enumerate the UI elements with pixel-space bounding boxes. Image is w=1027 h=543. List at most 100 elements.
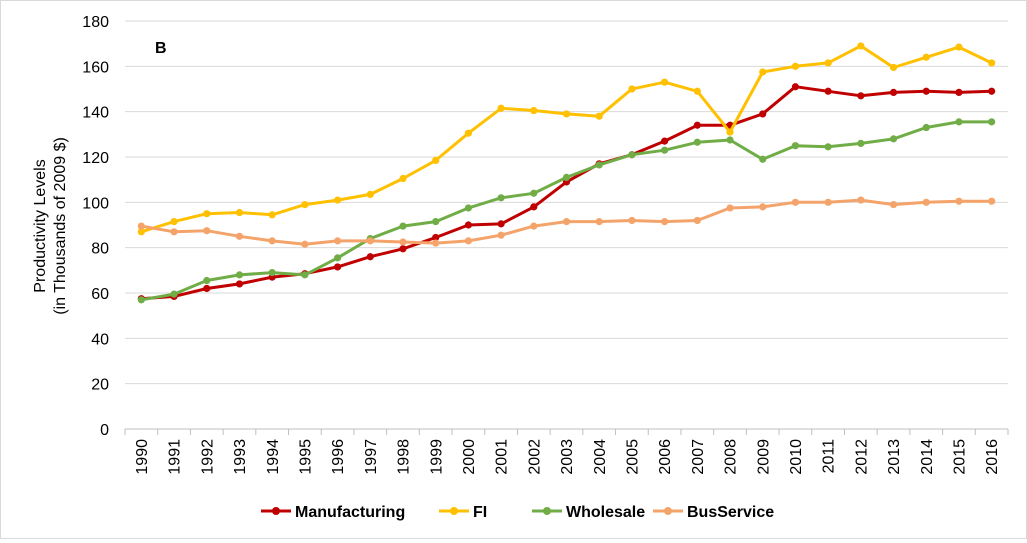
x-tick-label: 2008 bbox=[723, 439, 740, 475]
data-point bbox=[791, 62, 800, 70]
series-manufacturing bbox=[137, 83, 996, 303]
data-point bbox=[203, 210, 211, 218]
panel-label: B bbox=[155, 40, 167, 57]
data-point bbox=[759, 155, 767, 163]
data-point bbox=[595, 218, 603, 226]
data-point bbox=[333, 254, 342, 262]
data-point bbox=[235, 208, 244, 217]
data-point bbox=[661, 218, 669, 226]
data-point bbox=[464, 221, 472, 229]
gridlines bbox=[125, 20, 1008, 385]
data-point bbox=[432, 233, 440, 242]
data-point bbox=[628, 216, 636, 225]
data-point bbox=[366, 237, 374, 245]
legend-item-manufacturing: Manufacturing bbox=[261, 504, 405, 521]
data-point bbox=[432, 218, 440, 226]
legend-label: Wholesale bbox=[566, 504, 645, 521]
data-point bbox=[955, 118, 963, 126]
data-point bbox=[268, 237, 276, 245]
x-tick-label: 1994 bbox=[265, 439, 282, 475]
data-point bbox=[857, 196, 865, 204]
data-point bbox=[530, 222, 538, 230]
data-point bbox=[399, 222, 407, 230]
y-tick-label: 160 bbox=[82, 59, 109, 76]
x-tick-label: 1997 bbox=[363, 439, 380, 475]
data-point bbox=[726, 204, 734, 212]
series-fi bbox=[137, 42, 996, 236]
x-tick-label: 2016 bbox=[984, 439, 1001, 475]
x-tick-label: 2014 bbox=[919, 439, 936, 475]
legend-item-busservice: BusService bbox=[653, 504, 774, 521]
data-point bbox=[889, 201, 898, 209]
axes bbox=[124, 428, 1009, 435]
data-point bbox=[497, 220, 505, 228]
x-tick-label: 1993 bbox=[232, 439, 249, 475]
data-point bbox=[464, 129, 472, 137]
data-point bbox=[922, 123, 930, 132]
data-point bbox=[562, 110, 571, 118]
data-point bbox=[366, 253, 374, 261]
x-tick-label: 1992 bbox=[199, 439, 216, 475]
x-tick-label: 1990 bbox=[134, 439, 151, 475]
series-wholesale bbox=[137, 118, 996, 304]
data-point bbox=[955, 43, 963, 51]
x-tick-label: 2000 bbox=[461, 439, 478, 475]
data-point bbox=[268, 211, 276, 219]
data-point bbox=[301, 271, 309, 279]
x-tick-label: 1996 bbox=[330, 439, 347, 475]
x-tick-labels: 1990 1991 1992 1993 1994 1995 1996 1997 1998 1999… bbox=[134, 439, 1001, 475]
legend-swatch-marker bbox=[272, 507, 280, 515]
data-point bbox=[399, 238, 407, 246]
y-tick-label: 180 bbox=[82, 14, 109, 31]
data-point bbox=[562, 218, 571, 226]
data-point bbox=[922, 198, 930, 206]
data-point bbox=[333, 263, 342, 271]
x-tick-label: 2005 bbox=[625, 439, 642, 475]
data-point bbox=[203, 284, 211, 293]
legend-swatch-marker bbox=[543, 507, 551, 515]
data-point bbox=[988, 197, 996, 205]
data-point bbox=[137, 228, 145, 236]
data-point bbox=[693, 216, 701, 225]
legend-label: Manufacturing bbox=[295, 504, 405, 521]
data-point bbox=[922, 87, 930, 95]
data-point bbox=[759, 68, 767, 76]
data-point bbox=[432, 239, 440, 247]
x-tick-label: 2004 bbox=[592, 439, 609, 475]
data-point bbox=[824, 87, 832, 95]
series-line-manufacturing bbox=[141, 85, 992, 301]
y-axis-title-line2: (in Thousands of 2009 $) bbox=[52, 137, 69, 315]
legend-item-fi: FI bbox=[439, 504, 487, 521]
data-point bbox=[759, 110, 767, 118]
data-point bbox=[432, 156, 440, 164]
data-point bbox=[530, 106, 538, 115]
x-tick-label: 2001 bbox=[494, 439, 511, 475]
data-point bbox=[399, 174, 407, 183]
data-point bbox=[530, 189, 538, 197]
y-tick-label: 60 bbox=[91, 286, 109, 303]
data-point bbox=[693, 87, 701, 95]
series-layer bbox=[137, 42, 996, 304]
data-point bbox=[889, 88, 898, 96]
y-axis-title: Productivity Levels (in Thousands of 200… bbox=[32, 137, 69, 315]
legend-item-wholesale: Wholesale bbox=[532, 504, 645, 521]
data-point bbox=[301, 240, 309, 248]
y-tick-label: 80 bbox=[91, 241, 109, 258]
data-point bbox=[693, 138, 701, 146]
x-tick-label: 2006 bbox=[657, 439, 674, 475]
data-point bbox=[988, 118, 996, 126]
x-tick-label: 1999 bbox=[428, 439, 445, 475]
data-point bbox=[955, 197, 963, 205]
x-tick-label: 2007 bbox=[690, 439, 707, 475]
data-point bbox=[530, 203, 538, 211]
legend: Manufacturing FI Wholesale BusService bbox=[261, 504, 774, 521]
data-point bbox=[562, 173, 571, 181]
x-tick-label: 1991 bbox=[167, 439, 184, 475]
data-point bbox=[857, 92, 865, 100]
data-point bbox=[955, 88, 963, 96]
legend-label: BusService bbox=[687, 504, 774, 521]
data-point bbox=[464, 237, 472, 245]
y-tick-label: 120 bbox=[82, 150, 109, 167]
